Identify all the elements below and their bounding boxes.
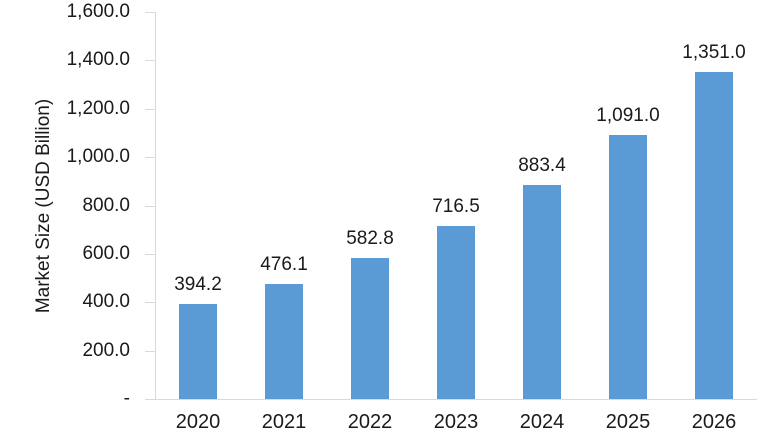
y-tick-label: 1,400.0 xyxy=(66,49,130,71)
bar xyxy=(265,283,303,399)
bar-value-label: 883.4 xyxy=(518,155,566,177)
bar xyxy=(179,303,217,399)
bar xyxy=(695,72,733,399)
y-tick-mark xyxy=(145,12,155,13)
y-tick-mark xyxy=(145,108,155,110)
bar xyxy=(523,185,561,399)
x-tick-label: 2022 xyxy=(347,411,393,433)
y-tick-label: 1,000.0 xyxy=(66,146,130,168)
y-tick-mark xyxy=(145,302,155,304)
y-tick-label: 200.0 xyxy=(82,339,130,361)
y-axis-line xyxy=(155,12,156,399)
bar-value-label: 476.1 xyxy=(260,253,308,275)
y-tick-label: 1,200.0 xyxy=(66,97,130,119)
y-tick-label: - xyxy=(123,388,130,409)
y-tick-mark xyxy=(145,157,155,159)
y-tick-label: 600.0 xyxy=(82,242,130,264)
x-tick-label: 2026 xyxy=(691,411,737,433)
x-tick-label: 2024 xyxy=(519,411,565,433)
y-tick-label: 800.0 xyxy=(82,194,130,216)
y-tick-label: 400.0 xyxy=(82,291,130,313)
y-tick-mark xyxy=(145,399,155,400)
y-tick-label: 1,600.0 xyxy=(66,1,130,22)
y-tick-mark xyxy=(145,60,155,62)
bar-value-label: 582.8 xyxy=(346,228,394,250)
x-axis-line xyxy=(155,399,757,400)
bar-value-label: 716.5 xyxy=(432,195,480,217)
y-tick-mark xyxy=(145,253,155,255)
bar-value-label: 1,351.0 xyxy=(682,42,746,64)
x-tick-label: 2025 xyxy=(605,411,651,433)
bar xyxy=(351,258,389,399)
x-tick-label: 2023 xyxy=(433,411,479,433)
bar xyxy=(437,225,475,399)
bar xyxy=(609,135,647,399)
bar-value-label: 394.2 xyxy=(174,273,222,295)
x-tick-label: 2021 xyxy=(261,411,307,433)
y-tick-mark xyxy=(145,350,155,352)
y-tick-mark xyxy=(145,205,155,207)
bar-value-label: 1,091.0 xyxy=(596,105,660,127)
x-tick-label: 2020 xyxy=(175,411,221,433)
